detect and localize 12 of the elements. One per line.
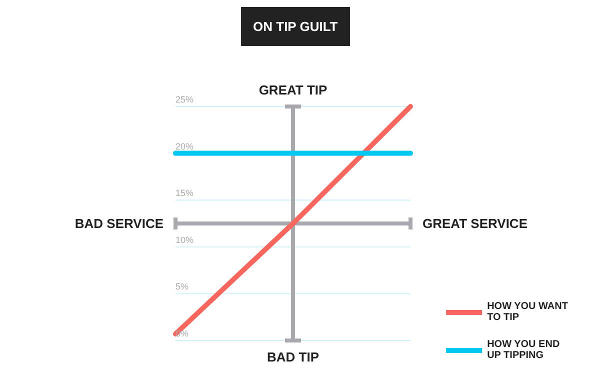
legend-label: HOW YOU WANT TO TIP — [487, 300, 568, 325]
text: GREAT SERVICE — [422, 216, 528, 231]
y-tick-label: 25% — [176, 94, 194, 104]
text: BAD SERVICE — [74, 216, 164, 231]
y-tick-label: 10% — [176, 234, 194, 245]
text: BAD TIP — [267, 350, 320, 364]
legend-label: HOW YOU END UP TIPPING — [487, 338, 560, 363]
chart-title: ON TIP GUILT — [253, 19, 338, 34]
text: GREAT TIP — [258, 82, 328, 98]
y-tick-label: 15% — [176, 188, 194, 198]
y-tick-label: 5% — [176, 282, 189, 292]
y-tick-label: 20% — [176, 141, 194, 152]
